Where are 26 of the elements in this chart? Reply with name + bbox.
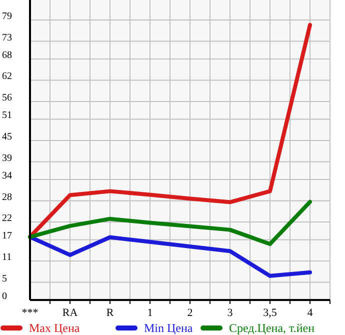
x-tick-label: 2: [187, 307, 193, 319]
x-tick-label: 3: [227, 307, 234, 319]
x-tick-label: 4: [307, 307, 314, 319]
legend-label: Max Цена: [29, 321, 80, 335]
y-tick-label: 22: [2, 213, 12, 224]
y-tick-label: 17: [2, 230, 12, 242]
x-tick-label: RA: [62, 307, 78, 319]
y-tick-label: 51: [2, 110, 12, 122]
legend-label: Сред.Цена, т.йен: [229, 321, 316, 335]
x-tick-label: 3,5: [263, 307, 278, 319]
y-tick-label: 5: [2, 273, 7, 284]
legend-label: Min Цена: [144, 321, 194, 335]
y-tick-label: 34: [2, 170, 12, 182]
y-tick-label: 45: [2, 132, 12, 142]
y-tick-label: 79: [2, 10, 12, 22]
y-tick-label: 62: [2, 71, 12, 82]
y-tick-label: 56: [2, 92, 12, 104]
y-tick-label: 28: [2, 192, 12, 203]
x-tick-label: R: [106, 307, 114, 319]
y-tick-label: 11: [2, 252, 12, 264]
y-tick-label: 0: [2, 291, 7, 302]
y-tick-label: 39: [2, 152, 12, 164]
x-tick-label: 1: [147, 307, 153, 319]
x-tick-label: ***: [22, 307, 38, 319]
y-tick-label: 68: [2, 50, 12, 61]
y-tick-label: 73: [2, 32, 12, 44]
